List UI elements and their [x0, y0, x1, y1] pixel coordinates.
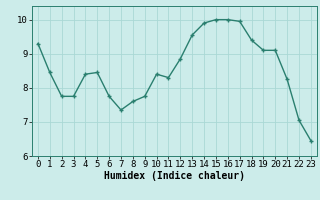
X-axis label: Humidex (Indice chaleur): Humidex (Indice chaleur) [104, 171, 245, 181]
